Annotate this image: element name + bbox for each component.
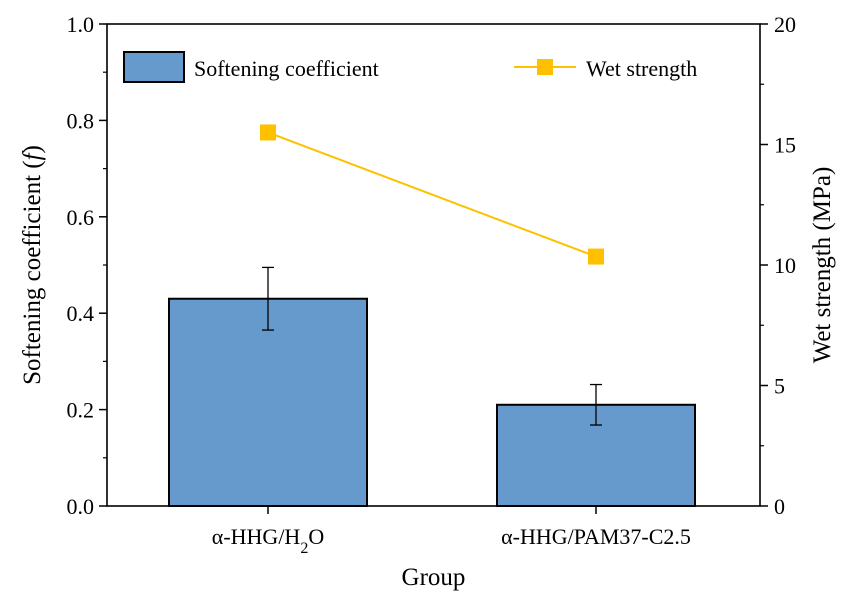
y-tick-label: 0.2 <box>67 398 95 423</box>
y-axis-title-symbol: f <box>19 150 46 160</box>
y-tick-label: 0.8 <box>67 108 95 133</box>
softening-bar-1 <box>168 297 368 507</box>
legend-label-wet-strength: Wet strength <box>586 56 697 81</box>
legend-label-softening: Softening coefficient <box>194 56 379 81</box>
y-axis-title: Softening coefficient (f) <box>19 145 46 385</box>
y2-tick-label: 15 <box>774 133 796 158</box>
y2-axis-title: Wet strength (MPa) <box>809 167 836 364</box>
wet-strength-point-1 <box>260 124 276 141</box>
axes-layer: 0.0 0.2 0.4 0.6 0.8 1.0 0 5 10 15 20 α-HHG/H2O α-HHG… <box>67 12 797 557</box>
x-tick-label: α-HHG/PAM37-C2.5 <box>501 524 691 549</box>
y2-tick-label: 10 <box>774 253 796 278</box>
y2-tick-label: 0 <box>774 494 785 519</box>
wet-strength-line-layer <box>260 124 604 265</box>
y2-tick-label: 20 <box>774 12 796 37</box>
y-tick-label: 0.6 <box>67 205 95 230</box>
bars-layer <box>168 266 696 507</box>
y-axis-title-text: Softening coefficient ( <box>19 160 46 384</box>
y-tick-label: 1.0 <box>67 12 95 37</box>
y2-tick-label: 5 <box>774 374 785 399</box>
wet-strength-line <box>267 131 597 258</box>
legend-marker-swatch <box>537 59 553 75</box>
y-tick-label: 0.4 <box>67 301 95 326</box>
legend-bar-swatch <box>123 51 185 83</box>
y-axis-title-close: ) <box>19 145 46 153</box>
y-tick-label: 0.0 <box>67 494 95 519</box>
legend: Softening coefficient Wet strength <box>123 51 697 83</box>
wet-strength-point-2 <box>588 248 604 265</box>
x-tick-label: α-HHG/H2O <box>212 524 324 557</box>
x-axis-title: Group <box>402 564 466 591</box>
